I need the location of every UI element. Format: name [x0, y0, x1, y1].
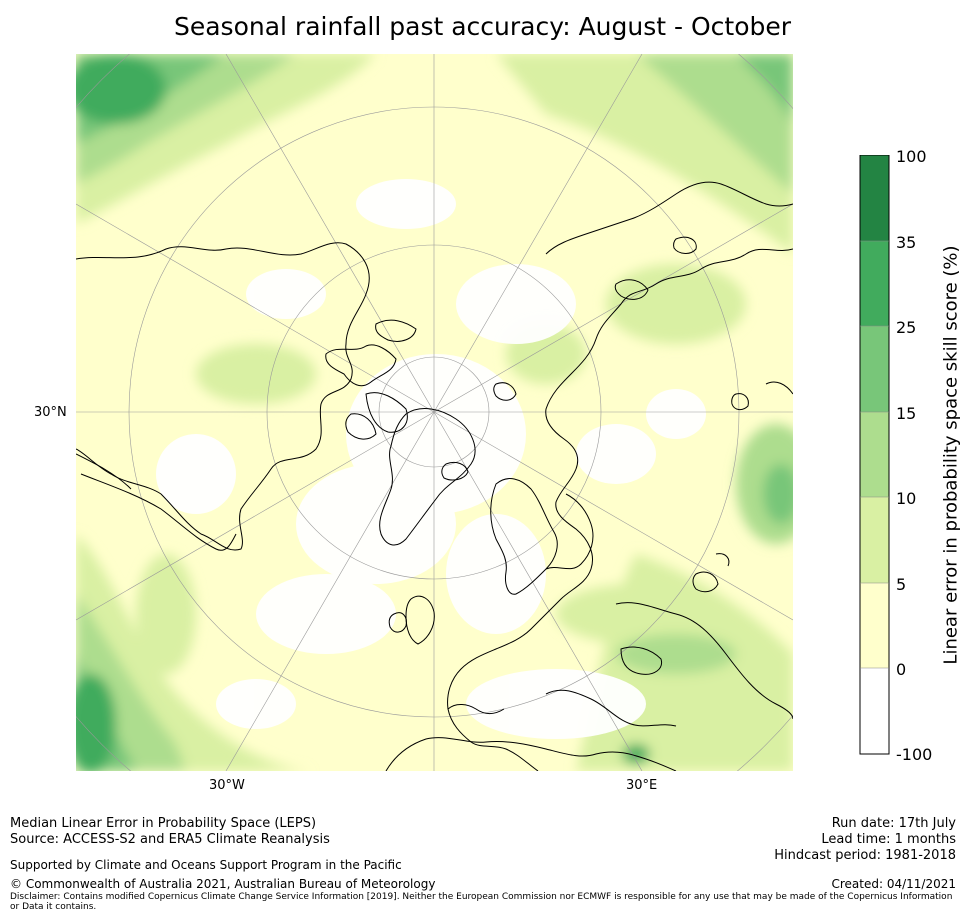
- footer-disclaimer: Disclaimer: Contains modified Copernicus…: [10, 892, 953, 912]
- colorbar-segment-15: [860, 412, 889, 497]
- white-low-skill-patches: [156, 179, 706, 739]
- colorbar-segment-100: [860, 155, 889, 241]
- colorbar-tick-0: 0: [896, 660, 907, 679]
- coast-arctic-archipelago: [325, 344, 397, 387]
- coast-siberia: [545, 181, 793, 255]
- created-date: Created: 04/11/2021: [831, 877, 956, 891]
- coast-north-africa: [385, 737, 677, 771]
- colorbar-tick-35: 35: [896, 233, 917, 252]
- colorbar-title: Linear error in probability space skill …: [940, 245, 962, 665]
- colorbar-tick-minus100: -100: [896, 745, 933, 764]
- footer-support: Supported by Climate and Oceans Support …: [10, 858, 402, 872]
- longitude-label-30w: 30°W: [209, 778, 245, 793]
- footer-copyright: © Commonwealth of Australia 2021, Austra…: [10, 877, 436, 891]
- colorbar-tick-5: 5: [896, 575, 907, 594]
- colorbar-tick-10: 10: [896, 489, 917, 508]
- hindcast-period: Hindcast period: 1981-2018: [774, 848, 956, 863]
- coast-iceland: [441, 461, 469, 481]
- run-date: Run date: 17th July: [831, 816, 956, 831]
- latitude-label-30n: 30°N: [34, 405, 67, 420]
- coast-eurasia: [447, 248, 793, 771]
- colorbar-segment-25: [860, 326, 889, 412]
- polar-skill-map: [76, 54, 793, 771]
- colorbar-segment-5: [860, 583, 889, 668]
- coast-british-isles: [405, 595, 435, 645]
- graticule: [76, 54, 793, 771]
- coast-north-america: [76, 242, 370, 551]
- colorbar: [859, 155, 890, 755]
- longitude-label-30e: 30°E: [626, 778, 658, 793]
- colorbar-tick-100: 100: [896, 147, 927, 166]
- colorbar-tick-25: 25: [896, 318, 917, 337]
- colorbar-segment-0: [860, 668, 889, 754]
- chart-title: Seasonal rainfall past accuracy: August …: [173, 12, 792, 41]
- footer-source: Source: ACCESS-S2 and ERA5 Climate Reana…: [10, 832, 330, 847]
- coast-svalbard: [493, 382, 517, 401]
- lead-time: Lead time: 1 months: [821, 832, 956, 847]
- coast-greenland: [379, 408, 476, 546]
- colorbar-segment-10: [860, 497, 889, 583]
- colorbar-tick-15: 15: [896, 404, 917, 423]
- footer-method: Median Linear Error in Probability Space…: [10, 816, 317, 831]
- coast-scandinavia: [490, 478, 558, 595]
- colorbar-segment-35: [860, 241, 889, 326]
- colorbar-outline: [859, 155, 890, 755]
- coastlines: [76, 181, 793, 771]
